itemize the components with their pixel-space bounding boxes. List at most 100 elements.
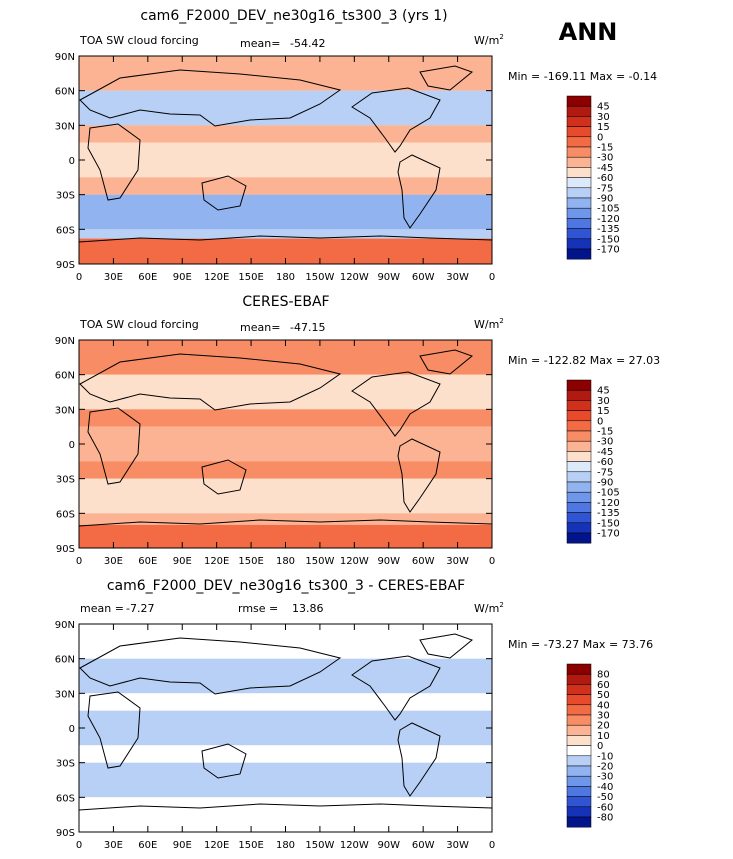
mean-label: mean = bbox=[80, 602, 124, 615]
lon-tick-label: 60W bbox=[412, 556, 435, 567]
colorbar-box bbox=[566, 218, 592, 229]
units-label: W/m2 bbox=[474, 317, 504, 331]
colorbar-box bbox=[566, 502, 592, 513]
lon-tick-label: 90W bbox=[377, 272, 400, 283]
colorbar-label: -20 bbox=[597, 762, 613, 773]
lat-tick-labels: 90N 60N 30N 0 30S 60S 90S bbox=[55, 620, 75, 839]
land-outline bbox=[78, 349, 493, 527]
colorbar-label: -75 bbox=[597, 467, 613, 478]
field-band bbox=[79, 177, 492, 195]
lat-tick-label: 30N bbox=[55, 405, 75, 416]
colorbar-boxes bbox=[566, 379, 592, 544]
field-band bbox=[79, 229, 492, 239]
lon-tick-label: 180 bbox=[276, 556, 295, 567]
colorbar-box bbox=[566, 197, 592, 209]
map: 90N 60N 30N 0 30S 60S 90S 0 30E 60E 90E … bbox=[55, 620, 495, 851]
lon-tick-label: 150E bbox=[238, 840, 263, 851]
rmse-label: rmse = bbox=[238, 602, 278, 615]
lon-tick-label: 180 bbox=[276, 272, 295, 283]
colorbar-box bbox=[566, 796, 592, 808]
mean-value: -54.42 bbox=[290, 37, 325, 50]
coast-antarctica bbox=[78, 235, 493, 243]
lon-tick-labels: 0 30E 60E 90E 120E 150E 180 150W 120W 90… bbox=[76, 272, 495, 283]
lat-tick-label: 90S bbox=[56, 260, 75, 271]
colorbar-box bbox=[566, 806, 592, 818]
lon-tick-label: 60W bbox=[412, 272, 435, 283]
colorbar-label: -50 bbox=[597, 792, 613, 803]
colorbar-label: 15 bbox=[597, 406, 610, 417]
colorbar-label: 0 bbox=[597, 741, 603, 752]
colorbar-label: 10 bbox=[597, 731, 610, 742]
colorbar-box bbox=[566, 451, 592, 462]
colorbar-label: -170 bbox=[597, 245, 620, 256]
colorbar-box bbox=[566, 136, 592, 148]
lon-tick-label: 90E bbox=[173, 556, 192, 567]
panel-model: cam6_F2000_DEV_ne30g16_ts300_3 (yrs 1) T… bbox=[55, 8, 657, 283]
lon-tick-labels: 0 30E 60E 90E 120E 150E 180 150W 120W 90… bbox=[76, 556, 495, 567]
field-band bbox=[79, 426, 492, 462]
colorbar-label: -120 bbox=[597, 498, 620, 509]
field-band bbox=[79, 478, 492, 514]
colorbar-box bbox=[566, 207, 592, 219]
coast-greenland bbox=[419, 65, 474, 91]
colorbar-box bbox=[566, 430, 592, 442]
colorbar-label: -60 bbox=[597, 173, 613, 184]
lon-tick-label: 150W bbox=[305, 272, 334, 283]
lat-tick-label: 90S bbox=[56, 544, 75, 555]
coast-australia bbox=[201, 459, 247, 495]
lon-tick-label: 30E bbox=[104, 272, 123, 283]
colorbar-box bbox=[566, 755, 592, 767]
units-label: W/m2 bbox=[474, 601, 504, 615]
colorbar-box bbox=[566, 786, 592, 797]
lat-tick-label: 90N bbox=[55, 620, 75, 631]
colorbar-box bbox=[566, 167, 592, 178]
colorbar-box bbox=[566, 105, 592, 117]
lon-tick-label: 90W bbox=[377, 840, 400, 851]
colorbar-label: -45 bbox=[597, 447, 613, 458]
lon-tick-label: 30W bbox=[446, 840, 469, 851]
colorbar-box bbox=[566, 146, 592, 158]
lon-tick-label: 30E bbox=[104, 840, 123, 851]
field-band bbox=[79, 710, 492, 746]
lon-tick-label: 90E bbox=[173, 272, 192, 283]
coast-australia bbox=[201, 175, 247, 211]
panel-difference: cam6_F2000_DEV_ne30g16_ts300_3 - CERES-E… bbox=[55, 578, 653, 851]
lon-tick-label: 30W bbox=[446, 272, 469, 283]
min-max-readout: Min = -73.27 Max = 73.76 bbox=[508, 638, 653, 651]
colorbar-labels: 45 30 15 0 -15 -30 -45 -60 -75 -90 -105 … bbox=[597, 102, 620, 256]
field-band bbox=[79, 461, 492, 479]
lon-tick-label: 120E bbox=[204, 556, 229, 567]
colorbar-label: 50 bbox=[597, 690, 610, 701]
colorbar-box bbox=[566, 491, 592, 503]
colorbar-box bbox=[566, 248, 592, 260]
lat-tick-label: 60S bbox=[56, 793, 75, 804]
colorbar-label: -80 bbox=[597, 813, 613, 824]
colorbar-label: 15 bbox=[597, 122, 610, 133]
lon-tick-label: 0 bbox=[76, 556, 82, 567]
coast-eurasia bbox=[79, 353, 342, 411]
panel-observations: CERES-EBAF TOA SW cloud forcing mean= -4… bbox=[55, 294, 660, 567]
colorbar-box bbox=[566, 532, 592, 544]
colorbar-box bbox=[566, 420, 592, 432]
colorbar-box bbox=[566, 714, 592, 726]
colorbar-label: -15 bbox=[597, 427, 613, 438]
coast-antarctica bbox=[78, 519, 493, 527]
coast-africa bbox=[87, 123, 141, 201]
field-band bbox=[79, 142, 492, 178]
coast-africa bbox=[87, 691, 141, 769]
lon-tick-label: 150W bbox=[305, 556, 334, 567]
field-band bbox=[79, 745, 492, 763]
coast-south-america bbox=[397, 722, 441, 797]
colorbar-box bbox=[566, 816, 592, 828]
colorbar-label: -30 bbox=[597, 437, 613, 448]
lon-tick-label: 30W bbox=[446, 556, 469, 567]
colorbar-label: 30 bbox=[597, 112, 610, 123]
colorbar-label: -60 bbox=[597, 457, 613, 468]
lat-tick-label: 90N bbox=[55, 336, 75, 347]
units-label: W/m2 bbox=[474, 33, 504, 47]
colorbar-labels: 80 60 50 40 30 20 10 0 -10 -20 -30 -40 -… bbox=[597, 670, 613, 824]
coast-north-america bbox=[351, 371, 441, 437]
colorbar-label: -10 bbox=[597, 751, 613, 762]
colorbar-box bbox=[566, 238, 592, 250]
lat-tick-label: 30S bbox=[56, 759, 75, 770]
